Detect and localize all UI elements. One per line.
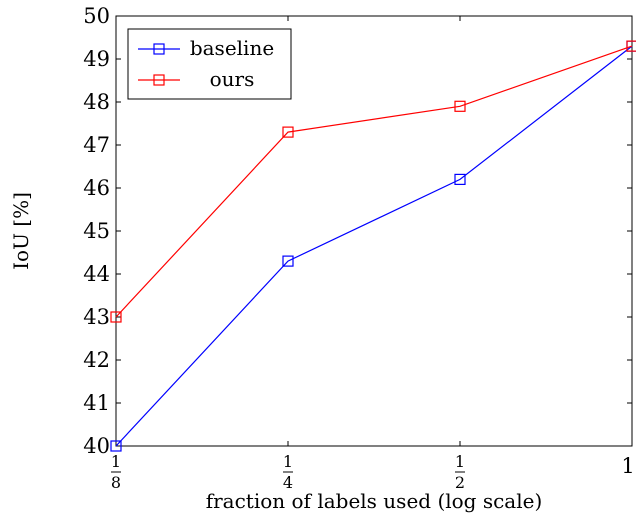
legend-entries: baseline ours [138,36,274,91]
data-point-baseline [454,173,466,185]
data-point-ours [626,40,636,52]
data-point-ours [110,311,122,323]
series-line-ours [115,45,633,318]
data-point-ours [454,100,466,112]
y-tick-label: 41 [83,391,110,415]
x-tick-label-denominator: 2 [455,473,465,492]
x-tick-label: 1 [621,454,634,478]
legend-box [127,28,292,100]
x-tick-label-numerator: 1 [455,452,465,471]
y-tick-label: 48 [83,90,110,114]
y-axis-title: IoU [%] [9,192,33,270]
x-tick-label-numerator: 1 [111,452,121,471]
legend-marker-ours [153,74,165,86]
legend-marker-baseline [153,43,165,55]
x-axis-ticks: 1 8 1 4 1 2 1 [111,16,635,492]
y-tick-label: 40 [83,434,110,458]
legend-label-baseline: baseline [190,36,274,60]
y-tick-label: 47 [83,133,110,157]
y-tick-label: 44 [83,262,110,286]
y-tick-label: 43 [83,305,110,329]
y-tick-label: 45 [83,219,110,243]
series-line-baseline [115,45,633,447]
x-tick-label-denominator: 8 [111,473,121,492]
y-tick-label: 46 [83,176,110,200]
y-tick-label: 50 [83,4,110,28]
y-tick-label: 49 [83,47,110,71]
y-axis-ticks: 40 41 42 43 44 45 46 47 48 49 50 [83,4,632,458]
x-tick-label-denominator: 4 [283,473,293,492]
y-tick-label: 42 [83,348,110,372]
series-layer [110,40,636,452]
x-axis-title: fraction of labels used (log scale) [206,489,543,513]
x-tick-label-numerator: 1 [283,452,293,471]
legend-label-ours: ours [210,67,255,91]
legend: baseline ours [127,28,292,100]
data-point-ours [282,126,294,138]
data-point-baseline [110,440,122,452]
data-point-baseline [282,255,294,267]
